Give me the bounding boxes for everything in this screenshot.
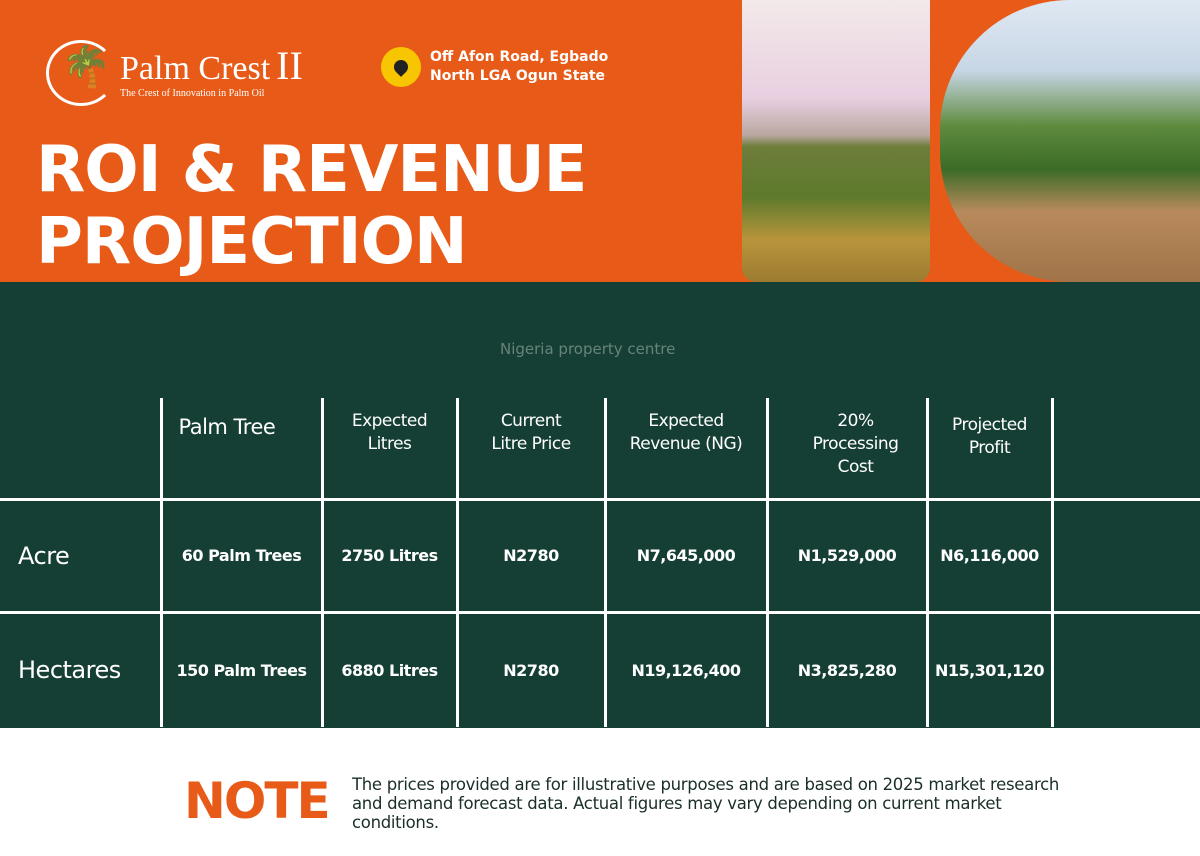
header-cell: Palm Tree bbox=[159, 398, 324, 501]
header-cell: Projected Profit bbox=[925, 398, 1054, 501]
plantation-photo bbox=[742, 0, 930, 282]
table-header-row: Palm Tree Expected Litres Current Litre … bbox=[0, 398, 1200, 501]
header-cell bbox=[1050, 398, 1200, 501]
cell bbox=[1050, 610, 1200, 727]
header-cell: Expected Revenue (NG) bbox=[603, 398, 769, 501]
location-line2: North LGA Ogun State bbox=[430, 68, 606, 84]
cell: N3,825,280 bbox=[765, 610, 929, 727]
map-pin-icon bbox=[381, 47, 421, 87]
table-row: Acre 60 Palm Trees 2750 Litres N2780 N7,… bbox=[0, 497, 1200, 614]
cell: 6880 Litres bbox=[320, 610, 459, 727]
cell: 2750 Litres bbox=[320, 497, 459, 614]
location: Off Afon Road, Egbado North LGA Ogun Stat… bbox=[381, 47, 608, 87]
brand-numeral: II bbox=[276, 42, 303, 88]
cell: 150 Palm Trees bbox=[159, 610, 324, 727]
title-line2: PROJECTION bbox=[36, 205, 468, 279]
title-line1: ROI & REVENUE bbox=[36, 133, 587, 207]
logo: 🌴 Palm Crest II The Crest of Innovation i… bbox=[46, 40, 303, 106]
cell: N2780 bbox=[455, 610, 607, 727]
cell bbox=[1050, 497, 1200, 614]
note-label: NOTE bbox=[184, 772, 331, 830]
location-line1: Off Afon Road, Egbado bbox=[430, 49, 609, 65]
roi-table: Palm Tree Expected Litres Current Litre … bbox=[0, 398, 1200, 727]
brand-tagline: The Crest of Innovation in Palm Oil bbox=[120, 87, 265, 99]
header-banner: 🌴 Palm Crest II The Crest of Innovation i… bbox=[0, 0, 1200, 282]
header-cell: Current Litre Price bbox=[455, 398, 607, 501]
cell: N2780 bbox=[455, 497, 607, 614]
row-label: Hectares bbox=[0, 610, 163, 727]
header-cell bbox=[0, 398, 163, 501]
cell: N19,126,400 bbox=[603, 610, 769, 727]
cell: 60 Palm Trees bbox=[159, 497, 324, 614]
cell: N6,116,000 bbox=[925, 497, 1054, 614]
seedlings-photo bbox=[940, 0, 1200, 282]
brand-name: Palm Crest bbox=[120, 49, 271, 87]
table-row: Hectares 150 Palm Trees 6880 Litres N278… bbox=[0, 610, 1200, 727]
cell: N15,301,120 bbox=[925, 610, 1054, 727]
header-cell: 20% Processing Cost bbox=[765, 398, 929, 501]
palm-tree-icon: 🌴 bbox=[46, 40, 116, 106]
cell: N1,529,000 bbox=[765, 497, 929, 614]
watermark: Nigeria property centre bbox=[500, 340, 676, 358]
cell: N7,645,000 bbox=[603, 497, 769, 614]
page-title: ROI & REVENUE PROJECTION bbox=[36, 133, 587, 279]
row-label: Acre bbox=[0, 497, 163, 614]
note-text: The prices provided are for illustrative… bbox=[352, 775, 1060, 832]
header-cell: Expected Litres bbox=[320, 398, 459, 501]
